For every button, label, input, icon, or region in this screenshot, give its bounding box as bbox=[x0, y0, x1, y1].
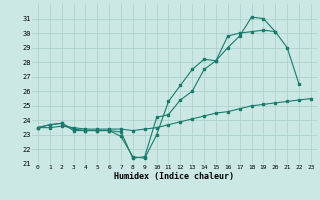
X-axis label: Humidex (Indice chaleur): Humidex (Indice chaleur) bbox=[115, 172, 234, 181]
